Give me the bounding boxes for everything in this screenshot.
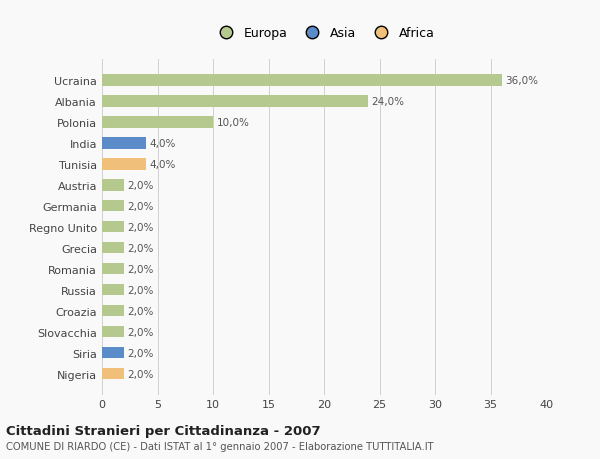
Text: 2,0%: 2,0% [128, 264, 154, 274]
Bar [102, 201, 124, 212]
Text: 2,0%: 2,0% [128, 222, 154, 232]
Text: 2,0%: 2,0% [128, 180, 154, 190]
Bar [102, 263, 124, 275]
Bar [102, 159, 146, 170]
Text: 10,0%: 10,0% [217, 118, 249, 128]
Text: 2,0%: 2,0% [128, 243, 154, 253]
Text: Cittadini Stranieri per Cittadinanza - 2007: Cittadini Stranieri per Cittadinanza - 2… [6, 424, 320, 437]
Bar [102, 284, 124, 296]
Bar [102, 242, 124, 254]
Text: COMUNE DI RIARDO (CE) - Dati ISTAT al 1° gennaio 2007 - Elaborazione TUTTITALIA.: COMUNE DI RIARDO (CE) - Dati ISTAT al 1°… [6, 441, 434, 451]
Bar [102, 138, 146, 149]
Bar [102, 368, 124, 380]
Text: 2,0%: 2,0% [128, 348, 154, 358]
Text: 4,0%: 4,0% [150, 159, 176, 169]
Bar [102, 75, 502, 86]
Bar [102, 347, 124, 358]
Bar [102, 326, 124, 338]
Text: 2,0%: 2,0% [128, 327, 154, 337]
Text: 2,0%: 2,0% [128, 369, 154, 379]
Legend: Europa, Asia, Africa: Europa, Asia, Africa [209, 22, 439, 45]
Text: 2,0%: 2,0% [128, 285, 154, 295]
Bar [102, 179, 124, 191]
Text: 36,0%: 36,0% [505, 76, 538, 86]
Bar [102, 305, 124, 317]
Text: 24,0%: 24,0% [372, 96, 405, 106]
Text: 4,0%: 4,0% [150, 139, 176, 148]
Bar [102, 117, 213, 128]
Bar [102, 221, 124, 233]
Text: 2,0%: 2,0% [128, 306, 154, 316]
Bar [102, 96, 368, 107]
Text: 2,0%: 2,0% [128, 202, 154, 211]
